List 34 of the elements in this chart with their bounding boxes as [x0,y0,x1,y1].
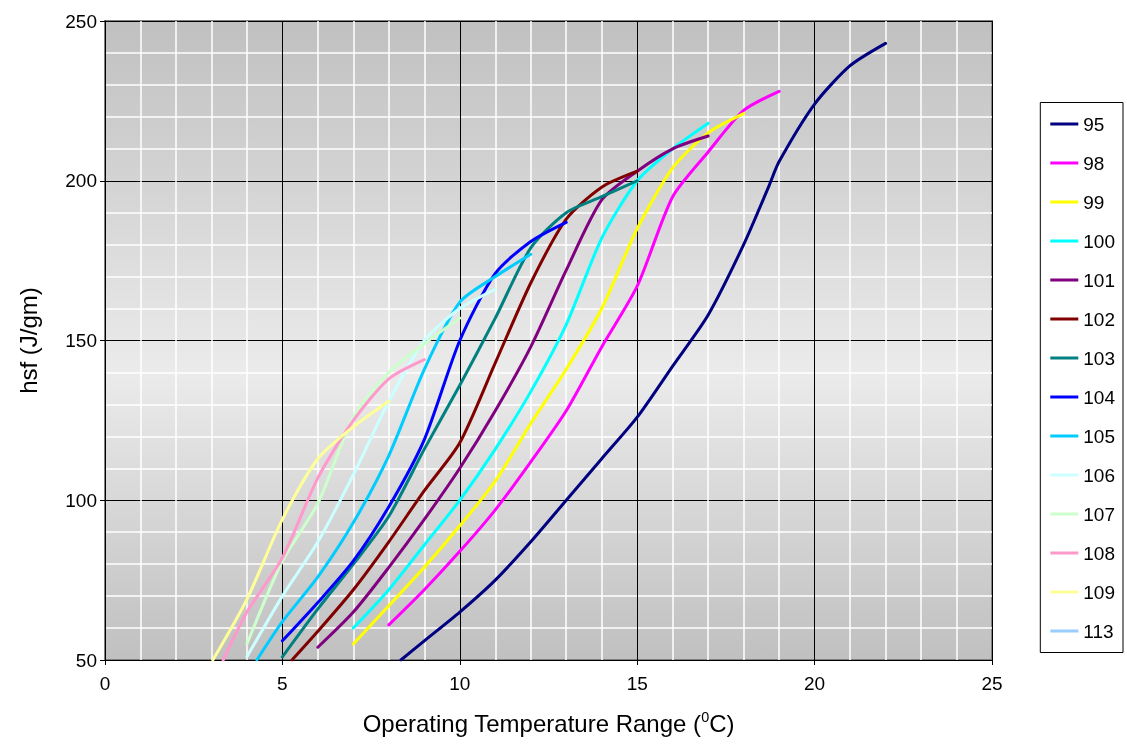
legend-label: 108 [1083,542,1115,564]
line-series [399,41,888,662]
x-tick-label: 5 [277,673,288,694]
legend-label: 99 [1083,191,1105,213]
line-series [245,316,462,646]
legend-label: 104 [1083,386,1116,408]
y-tick-label: 50 [75,649,97,671]
x-tick-label: 25 [981,673,1003,694]
y-tick-label: 100 [65,489,97,511]
line-series [211,399,391,662]
x-tick-label: 10 [449,673,471,694]
y-tick-label: 250 [65,10,97,32]
legend-label: 109 [1083,581,1115,603]
legend-label: 95 [1083,113,1105,135]
legend-label: 98 [1083,152,1105,174]
y-tick-label: 150 [65,330,97,351]
line-series [387,89,781,627]
legend-label: 100 [1083,230,1115,252]
legend-label: 105 [1083,425,1115,447]
legend-label: 106 [1083,464,1115,486]
legend-label: 103 [1083,347,1115,369]
line-series [280,220,568,643]
legend-label: 113 [1083,620,1114,642]
line-series [245,287,497,659]
legend-label: 107 [1083,503,1115,525]
legend-label: 102 [1083,308,1115,330]
y-tick-label: 200 [65,170,97,192]
x-tick-label: 15 [626,673,648,694]
x-tick-label: 0 [99,673,111,694]
line-series [255,252,533,662]
x-tick-label: 20 [804,673,826,694]
line-series [221,358,426,662]
y-axis-title: hsf (J/gm) [14,287,42,394]
legend-label: 101 [1083,269,1115,291]
